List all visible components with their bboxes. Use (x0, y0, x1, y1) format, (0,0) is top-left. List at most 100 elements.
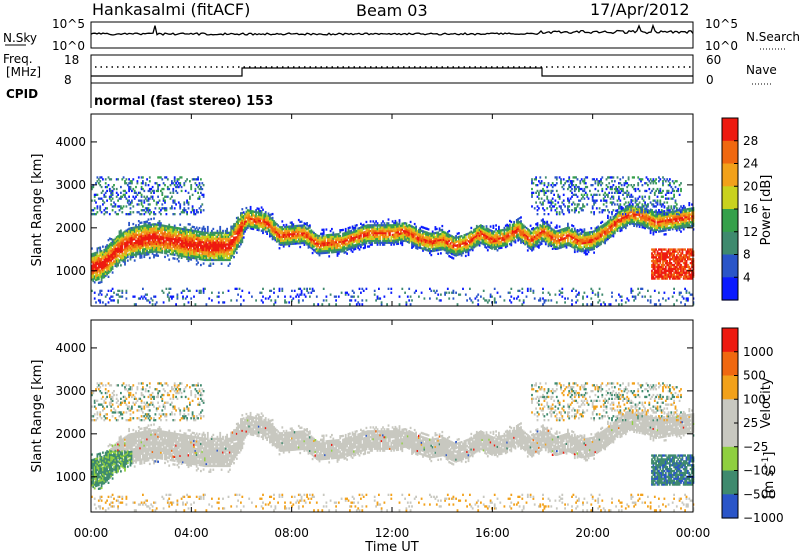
power-cell (271, 212, 274, 216)
power-cell (115, 293, 118, 296)
power-cell (321, 303, 324, 306)
power-cell (143, 199, 146, 202)
power-cell (176, 295, 179, 298)
power-cell (91, 276, 93, 279)
power-cell (111, 256, 114, 259)
power-cell (172, 187, 175, 191)
power-cell (171, 180, 173, 183)
power-cell (168, 223, 171, 226)
power-cell (146, 243, 148, 246)
power-cell (96, 211, 99, 214)
power-cell (147, 226, 150, 229)
power-cell (107, 176, 110, 179)
power-cell (118, 197, 121, 200)
power-cell (164, 199, 166, 202)
power-cell (144, 253, 147, 256)
power-cell (92, 272, 95, 275)
power-cell (110, 249, 113, 252)
power-cell (564, 239, 566, 242)
power-cell (102, 301, 104, 304)
power-cell (354, 299, 357, 302)
power-cell (96, 262, 99, 266)
power-cell (564, 205, 566, 208)
power-cell (129, 187, 132, 191)
power-cell (240, 295, 242, 298)
power-cell (154, 254, 157, 257)
power-cell (148, 249, 151, 252)
power-cell (146, 237, 148, 241)
power-cell (104, 261, 107, 264)
power-cell (561, 209, 564, 212)
power-cell (390, 291, 393, 294)
power-cell (150, 244, 153, 248)
power-cell (121, 236, 124, 239)
power-cell (124, 189, 126, 193)
power-cell (107, 301, 110, 304)
power-cell (176, 293, 179, 296)
power-cell (125, 245, 128, 248)
power-cell (146, 293, 148, 296)
power-cell (340, 291, 343, 294)
power-cell (97, 299, 100, 302)
power-cell (129, 203, 132, 206)
power-cell (91, 270, 93, 273)
power-cell (97, 182, 100, 185)
power-cell (129, 185, 132, 189)
power-cell (164, 184, 166, 187)
power-cell (307, 291, 310, 294)
power-cell (398, 295, 401, 298)
power-cell (172, 295, 175, 298)
power-cell (108, 251, 111, 254)
power-cell (184, 226, 187, 229)
power-cell (147, 233, 150, 237)
power-cell (522, 299, 525, 302)
power-cell (117, 213, 119, 216)
power-cell (173, 199, 176, 202)
power-cell (373, 293, 376, 296)
power-cell (136, 229, 139, 233)
power-cell (92, 277, 95, 281)
power-cell (95, 251, 97, 255)
power-cell (93, 256, 96, 259)
power-cell (238, 287, 241, 290)
cpid-label: CPID (6, 87, 38, 101)
power-cell (166, 254, 169, 257)
power-cell (139, 237, 142, 240)
power-cell (398, 303, 401, 306)
power-cell (126, 255, 129, 258)
power-cell (136, 249, 139, 252)
power-cell (139, 225, 142, 228)
power-cell (525, 295, 528, 298)
power-cell (186, 211, 188, 214)
power-cell (113, 246, 115, 250)
power-cell (143, 253, 146, 257)
power-cell (140, 203, 143, 206)
power-cell (100, 265, 103, 268)
power-cell (108, 178, 111, 181)
power-cell (128, 245, 130, 248)
power-cell (418, 295, 420, 298)
power-cell (132, 234, 135, 237)
power-cell (117, 299, 119, 302)
power-cell (93, 281, 96, 284)
power-cell (522, 301, 525, 304)
power-cell (93, 291, 96, 294)
power-cell (278, 289, 281, 292)
power-cell (146, 234, 148, 237)
power-cell (536, 213, 539, 216)
power-cell (128, 233, 130, 236)
power-cell (480, 295, 482, 298)
power-cell (322, 299, 325, 302)
power-cell (99, 291, 102, 294)
power-cell (91, 272, 93, 275)
power-cell (161, 193, 164, 196)
power-cell (157, 187, 159, 191)
power-cell (306, 222, 308, 225)
power-cell (285, 301, 288, 304)
power-cell (137, 247, 140, 250)
power-cell (142, 246, 144, 249)
power-cell (142, 230, 144, 234)
power-cell (223, 301, 226, 304)
power-cell (235, 299, 238, 302)
power-cell (495, 224, 497, 227)
